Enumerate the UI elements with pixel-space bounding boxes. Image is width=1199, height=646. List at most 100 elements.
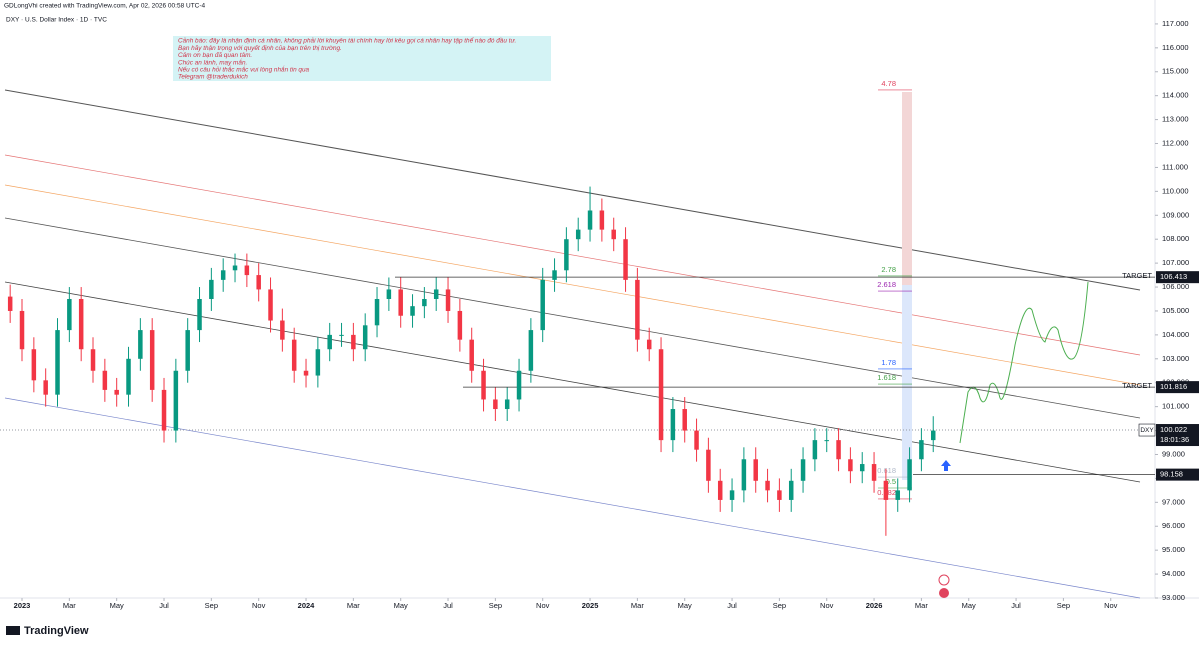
candle-body xyxy=(682,409,687,431)
x-tick-label: May xyxy=(110,601,124,610)
arrow-up xyxy=(941,460,951,471)
x-tick-label: Nov xyxy=(1104,601,1118,610)
y-tick-label: 116.000 xyxy=(1162,43,1189,52)
candle-body xyxy=(788,480,794,500)
logo-text: TradingView xyxy=(24,625,89,637)
candle-body xyxy=(19,310,25,350)
last-price-box xyxy=(1156,424,1199,447)
candle-body xyxy=(516,370,522,400)
y-tick-label: 115.000 xyxy=(1162,67,1189,76)
candle-body xyxy=(457,310,463,340)
candle-body xyxy=(280,320,285,340)
candle-body xyxy=(67,299,72,331)
channel-line xyxy=(4,281,1141,483)
candle-body xyxy=(836,440,841,460)
candle-body xyxy=(232,265,238,271)
x-tick-label: Jul xyxy=(1011,601,1021,610)
y-tick-label: 112.000 xyxy=(1162,139,1189,148)
candle-body xyxy=(185,330,190,371)
y-tick-label: 108.000 xyxy=(1162,234,1189,243)
candle-body xyxy=(930,430,936,441)
candle-body xyxy=(646,339,652,350)
candle-body xyxy=(31,349,37,381)
y-tick-label: 104.000 xyxy=(1162,330,1189,339)
note-line: Nếu có câu hỏi thắc mắc vui lòng nhắn ti… xyxy=(178,64,310,73)
candle-body xyxy=(362,325,368,350)
candle-body xyxy=(78,299,84,350)
y-tick-label: 110.000 xyxy=(1162,186,1189,195)
last-price-label: 100.022 xyxy=(1160,425,1187,434)
price-box xyxy=(1156,468,1199,481)
candle-body xyxy=(717,480,723,500)
fib-label: 1.618 xyxy=(877,373,896,382)
candle-body xyxy=(149,330,155,390)
x-tick-label: May xyxy=(678,601,692,610)
x-tick-label: Nov xyxy=(252,601,266,610)
candle-body xyxy=(161,389,167,431)
x-tick-label: Nov xyxy=(820,601,834,610)
y-tick-label: 114.000 xyxy=(1162,91,1189,100)
x-tick-label: Nov xyxy=(536,601,550,610)
candle-body xyxy=(7,296,13,311)
y-tick-label: 105.000 xyxy=(1162,306,1189,315)
candle-body xyxy=(883,480,889,500)
candle-body xyxy=(244,265,250,276)
candle-body xyxy=(753,459,758,481)
y-tick-label: 103.000 xyxy=(1162,354,1189,363)
symbol-label: DXY xyxy=(1140,427,1154,434)
x-tick-label: May xyxy=(962,601,976,610)
candle-body xyxy=(256,275,261,290)
x-tick-label: 2025 xyxy=(582,601,599,610)
note-line: Cảnh báo: đây là nhận định cá nhân, khôn… xyxy=(178,36,516,45)
candle-body xyxy=(871,464,877,481)
fib-label: 2.78 xyxy=(881,265,896,274)
candle-body xyxy=(374,299,380,326)
candle-body xyxy=(540,279,545,331)
candle-body xyxy=(800,459,806,481)
candle-body xyxy=(587,210,593,230)
x-tick-label: Jul xyxy=(159,601,169,610)
candle-body xyxy=(564,239,569,271)
candle-body xyxy=(173,370,179,431)
x-tick-label: Sep xyxy=(1057,601,1070,610)
x-tick-label: Sep xyxy=(489,601,502,610)
channel-line xyxy=(4,397,1141,599)
candle-body xyxy=(729,490,735,500)
candle-body xyxy=(919,440,924,460)
symbol-box xyxy=(1138,423,1156,437)
event-icon xyxy=(938,574,950,586)
candle-body xyxy=(528,330,534,371)
y-tick-label: 117.000 xyxy=(1162,19,1189,28)
y-tick-label: 94.000 xyxy=(1162,569,1185,578)
price-line-label: TARGET xyxy=(1122,271,1152,280)
candle-body xyxy=(611,229,616,240)
candle-body xyxy=(398,289,403,316)
x-tick-label: Mar xyxy=(347,601,360,610)
x-tick-label: 2026 xyxy=(866,601,883,610)
candle-body xyxy=(848,459,853,472)
candle-body xyxy=(635,279,640,340)
fib-zone-lower xyxy=(902,285,912,480)
candle-body xyxy=(765,480,770,491)
candle-body xyxy=(102,370,108,390)
note-line: Telegram @traderdukich xyxy=(178,74,248,81)
fib-label: 1.78 xyxy=(881,358,896,367)
fib-label: 0.5 xyxy=(886,477,896,486)
candle-body xyxy=(114,389,119,395)
candle-body xyxy=(658,349,664,441)
candle-body xyxy=(575,229,581,240)
x-tick-label: Mar xyxy=(63,601,76,610)
price-line-label: TARGET xyxy=(1122,381,1152,390)
channel xyxy=(4,89,1141,599)
candle-body xyxy=(90,349,96,371)
y-tick-label: 109.000 xyxy=(1162,210,1189,219)
channel-line xyxy=(4,184,1141,386)
x-tick-label: 2024 xyxy=(298,601,316,610)
x-tick-label: Mar xyxy=(915,601,928,610)
candle-body xyxy=(824,440,829,442)
fib-zone-upper xyxy=(902,92,912,285)
y-tick-label: 93.000 xyxy=(1162,593,1185,602)
candle-body xyxy=(706,449,711,481)
